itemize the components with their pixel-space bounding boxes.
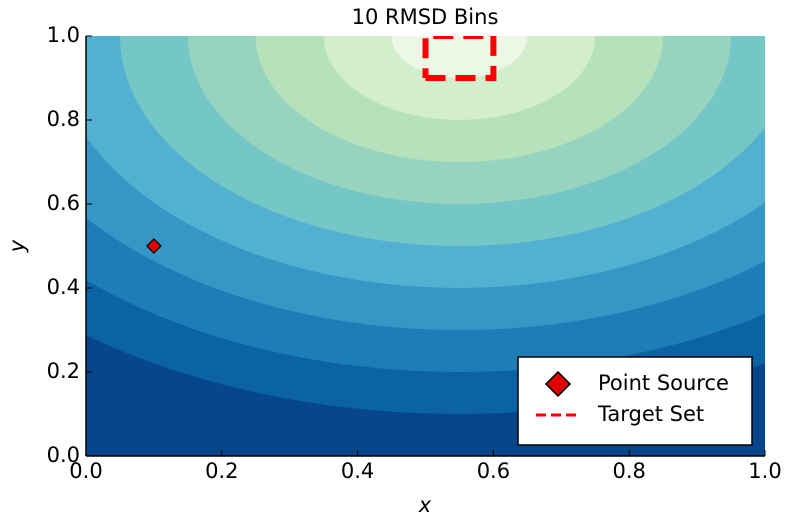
chart-title: 10 RMSD Bins [352, 5, 499, 29]
y-tick-label: 1.0 [47, 23, 80, 47]
y-tick-label: 0.2 [47, 359, 80, 383]
legend-box [517, 356, 753, 446]
point-source [146, 238, 162, 254]
x-tick-label: 1.0 [748, 459, 781, 483]
x-tick-label: 0.6 [477, 459, 510, 483]
x-tick-label: 0.2 [205, 459, 238, 483]
y-tick-label: 0.0 [47, 443, 80, 467]
y-tick-label: 0.8 [47, 107, 80, 131]
legend-label: Target Set [597, 402, 704, 426]
legend-marker [544, 370, 572, 398]
x-axis-label: x [418, 493, 432, 517]
x-tick-label: 0.8 [612, 459, 645, 483]
target-set [422, 36, 497, 81]
x-tick-label: 0.4 [341, 459, 374, 483]
plot-area [86, 36, 765, 456]
y-tick-label: 0.4 [47, 275, 80, 299]
y-tick-label: 0.6 [47, 191, 80, 215]
legend-label: Point Source [598, 371, 729, 395]
y-axis-label: y [5, 239, 29, 253]
x-tick-label: 0.0 [69, 459, 102, 483]
